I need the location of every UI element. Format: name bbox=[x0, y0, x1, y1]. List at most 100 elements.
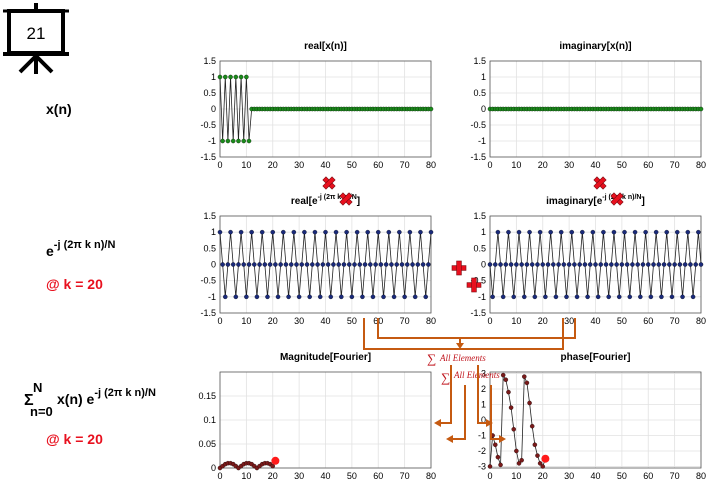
data-point bbox=[265, 294, 270, 300]
data-point bbox=[522, 294, 527, 300]
data-point bbox=[273, 262, 278, 267]
data-point bbox=[407, 229, 413, 235]
data-point bbox=[270, 229, 275, 235]
data-point bbox=[690, 294, 696, 300]
data-point bbox=[514, 448, 519, 454]
data-point bbox=[587, 262, 593, 267]
chart-title: imaginary[e-j (2π k n)/N] bbox=[546, 194, 645, 207]
data-point bbox=[428, 106, 434, 112]
x-tick-label: 30 bbox=[294, 471, 304, 481]
x-tick-label: 10 bbox=[241, 316, 251, 326]
data-point bbox=[241, 138, 246, 144]
data-point bbox=[339, 294, 344, 300]
data-point bbox=[286, 294, 291, 300]
x-tick-label: 0 bbox=[217, 471, 222, 481]
data-point bbox=[217, 74, 223, 80]
data-point bbox=[508, 262, 514, 267]
presentation-board-icon bbox=[3, 3, 69, 74]
chart-imag-x: 0 10 20 30 40 50 60 70 80 1.5 1 0.5 0 -0.5 -1 -1.5 imagi… bbox=[470, 41, 706, 170]
x-tick-label: 10 bbox=[511, 471, 521, 481]
data-point bbox=[228, 229, 233, 235]
data-point bbox=[561, 262, 567, 267]
data-point bbox=[648, 294, 654, 300]
x-tick-label: 80 bbox=[696, 160, 706, 170]
y-tick-label: 2 bbox=[481, 384, 486, 394]
y-tick-label: -3 bbox=[478, 461, 486, 471]
x-tick-label: 50 bbox=[617, 160, 627, 170]
data-point bbox=[391, 294, 397, 300]
y-tick-label: 1 bbox=[211, 227, 216, 237]
x-tick-label: 40 bbox=[590, 471, 600, 481]
data-point bbox=[516, 461, 522, 466]
data-point bbox=[638, 294, 643, 300]
data-point bbox=[291, 229, 297, 235]
data-point bbox=[614, 262, 619, 267]
data-point bbox=[548, 229, 553, 235]
x-tick-label: 60 bbox=[643, 471, 653, 481]
x-tick-label: 40 bbox=[590, 160, 600, 170]
x-tick-label: 30 bbox=[294, 160, 304, 170]
data-point bbox=[696, 229, 701, 235]
data-point bbox=[397, 229, 402, 235]
data-point bbox=[246, 262, 252, 267]
data-point bbox=[228, 74, 233, 80]
data-point bbox=[336, 262, 341, 267]
data-point bbox=[675, 229, 680, 235]
data-point bbox=[661, 262, 667, 267]
sum-symbol-2: ∑ bbox=[441, 370, 450, 385]
data-point bbox=[254, 294, 260, 300]
label-exponential-superscript: -j (2π k n)/N bbox=[54, 239, 116, 251]
data-point bbox=[540, 262, 546, 267]
data-point bbox=[698, 262, 704, 267]
x-tick-label: 30 bbox=[564, 316, 574, 326]
plot-frame bbox=[219, 371, 432, 469]
multiply-icon-imag-2 bbox=[610, 192, 624, 206]
data-point bbox=[643, 229, 648, 235]
x-tick-label: 50 bbox=[617, 316, 627, 326]
x-tick-label: 50 bbox=[617, 471, 627, 481]
data-point bbox=[616, 294, 622, 300]
label-k-value-1: @ k = 20 bbox=[46, 276, 103, 292]
data-point bbox=[495, 229, 501, 235]
data-point bbox=[569, 229, 575, 235]
chart-real-exp: 0 10 20 30 40 50 60 70 801.510.50-0.5-1-1.5real[… bbox=[200, 194, 436, 326]
data-point bbox=[270, 463, 275, 469]
y-tick-label: -0.5 bbox=[200, 276, 216, 286]
x-tick-label: 20 bbox=[538, 160, 548, 170]
data-point bbox=[556, 262, 561, 267]
data-point bbox=[535, 453, 540, 458]
data-point bbox=[693, 262, 698, 267]
data-point bbox=[611, 229, 617, 235]
data-point bbox=[529, 423, 535, 429]
x-tick-label: 10 bbox=[511, 160, 521, 170]
data-point bbox=[493, 442, 498, 448]
x-tick-label: 40 bbox=[320, 471, 330, 481]
data-point bbox=[659, 294, 664, 300]
data-point bbox=[299, 262, 305, 267]
y-tick-label: 0.05 bbox=[198, 439, 216, 449]
data-point bbox=[503, 262, 509, 267]
data-point bbox=[508, 405, 514, 410]
data-point bbox=[500, 372, 506, 378]
data-point bbox=[220, 138, 225, 144]
data-point bbox=[386, 229, 392, 235]
data-point bbox=[230, 262, 236, 267]
x-tick-label: 0 bbox=[487, 471, 492, 481]
x-tick-label: 20 bbox=[268, 316, 278, 326]
y-tick-label: -1 bbox=[478, 136, 486, 146]
sum-upper-limit: N bbox=[33, 380, 42, 395]
label-k-value-2: @ k = 20 bbox=[46, 431, 103, 447]
data-point bbox=[352, 262, 357, 267]
x-tick-label: 80 bbox=[696, 316, 706, 326]
data-point bbox=[566, 262, 572, 267]
sum-sigma: Σ bbox=[24, 392, 34, 409]
data-point bbox=[519, 262, 524, 267]
data-point bbox=[495, 454, 501, 460]
multiply-icon-imag bbox=[593, 176, 607, 190]
data-point bbox=[698, 106, 704, 112]
data-point bbox=[370, 294, 376, 300]
x-tick-label: 60 bbox=[373, 471, 383, 481]
data-point bbox=[632, 229, 638, 235]
x-tick-label: 50 bbox=[347, 471, 357, 481]
data-point bbox=[551, 262, 556, 267]
